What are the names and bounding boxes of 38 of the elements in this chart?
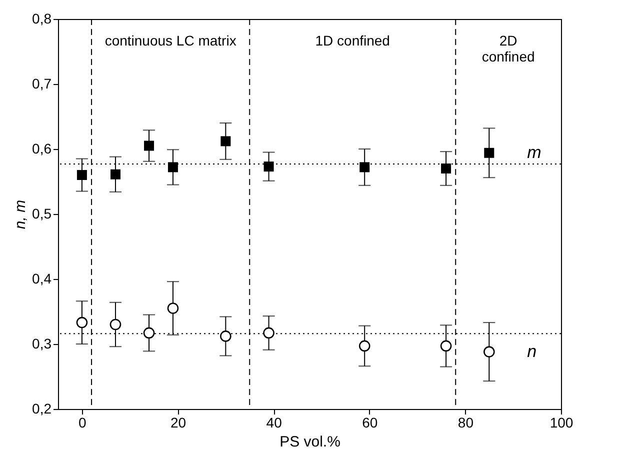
point (358, 340, 370, 352)
point (441, 164, 452, 174)
point (263, 327, 274, 339)
point (143, 327, 155, 339)
point (264, 162, 274, 172)
point (168, 162, 178, 172)
point (483, 346, 495, 358)
point (76, 170, 87, 180)
point (220, 136, 231, 146)
x-tick-label: 40 (266, 414, 282, 430)
point (167, 302, 179, 314)
y-tick-label: 0,2 (32, 400, 52, 416)
y-tick-label: 0,4 (32, 270, 52, 286)
point (440, 340, 452, 352)
annotation: continuous LC matrix (104, 32, 236, 49)
y-tick-label: 0,3 (32, 336, 52, 352)
point (484, 148, 494, 158)
point (220, 330, 232, 342)
x-axis-title: PS vol.% (280, 434, 340, 450)
series-label: m (527, 142, 542, 162)
point (76, 316, 88, 328)
x-tick-label: 0 (78, 414, 87, 430)
y-axis-title: n, m (12, 200, 30, 230)
annotation: 2D confined (482, 32, 535, 65)
series-label: n (527, 342, 537, 361)
point (110, 318, 122, 330)
point (110, 169, 120, 180)
x-tick-label: 20 (170, 414, 186, 430)
x-tick-label: 100 (550, 414, 574, 430)
annotation: 1D confined (315, 32, 390, 49)
point (144, 140, 154, 151)
y-tick-label: 0,8 (32, 10, 52, 26)
x-tick-label: 80 (458, 414, 474, 430)
point (360, 162, 370, 172)
y-tick-label: 0,6 (32, 140, 52, 156)
x-tick-label: 60 (362, 414, 378, 430)
y-tick-label: 0,7 (32, 76, 52, 92)
y-tick-label: 0,5 (32, 206, 52, 222)
